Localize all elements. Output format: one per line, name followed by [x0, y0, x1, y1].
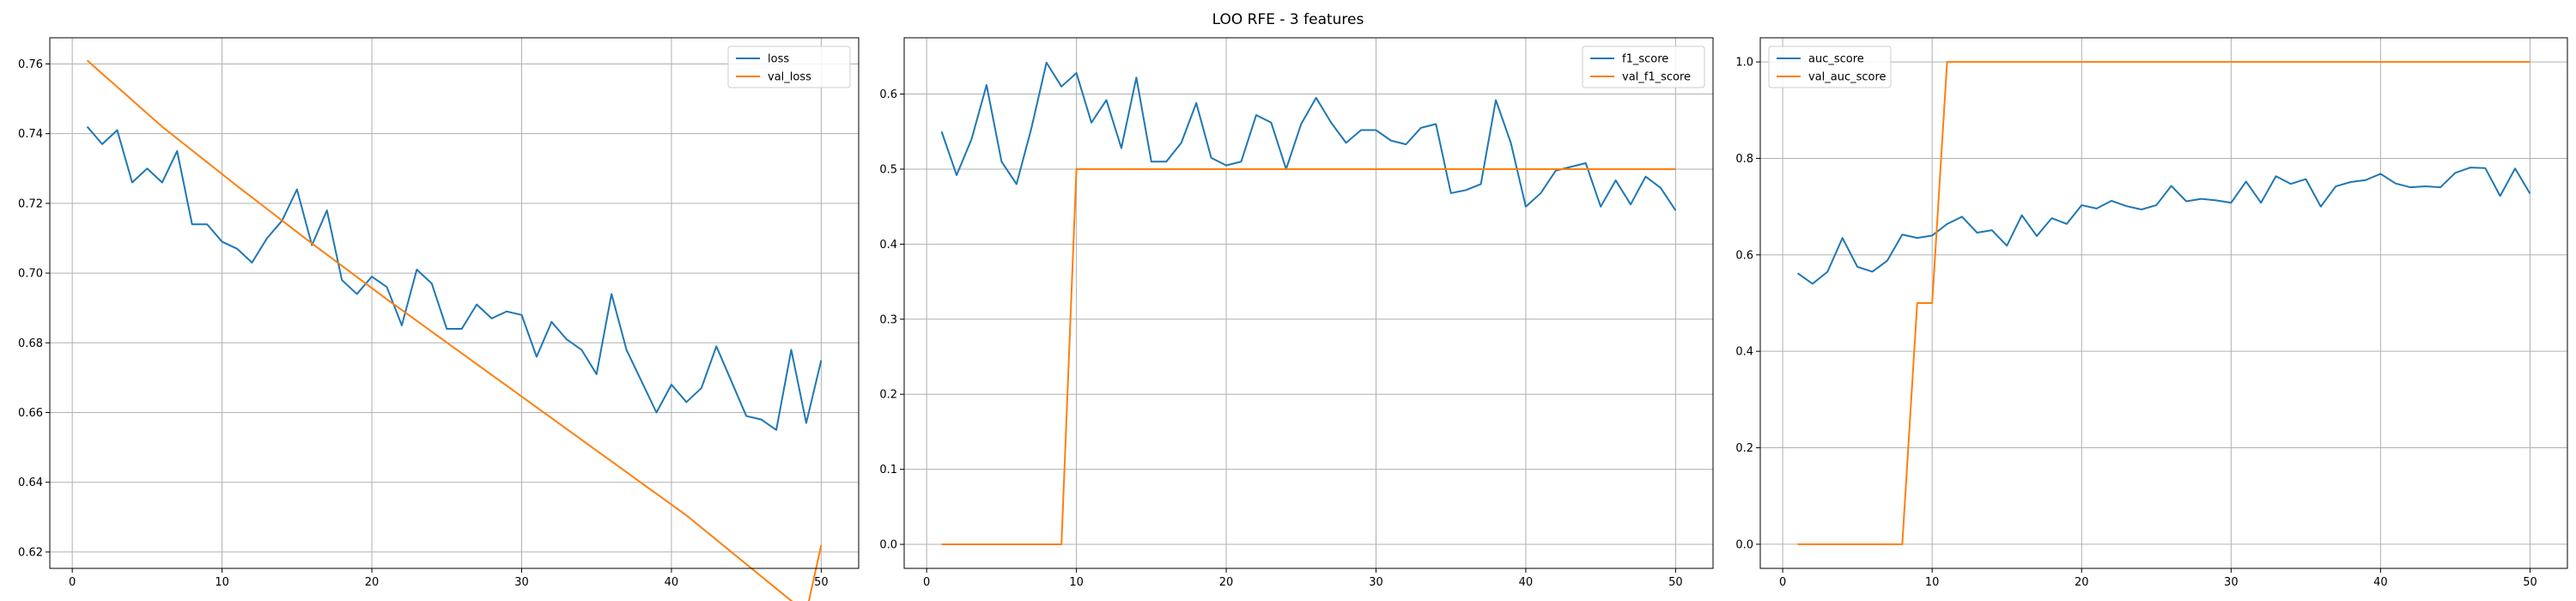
series-line-f1-score	[940, 61, 1677, 211]
x-tick-label: 50	[814, 576, 829, 589]
series-line-val-auc-score	[1797, 61, 2530, 545]
y-tick-label: 0.3	[879, 313, 897, 326]
series-line-auc-score	[1796, 167, 2531, 285]
x-tick-label: 50	[2523, 576, 2537, 589]
x-tick-label: 10	[215, 576, 229, 589]
y-tick-label: 0.4	[1735, 346, 1753, 359]
legend-label-f1-score: f1_score	[1622, 53, 1668, 66]
series-line-val-loss	[86, 59, 823, 601]
y-tick-label: 0.5	[879, 163, 897, 176]
x-tick-label: 40	[2373, 576, 2388, 589]
figure-title: LOO RFE - 3 features	[1212, 11, 1364, 28]
x-tick-label: 30	[2224, 576, 2239, 589]
x-tick-label: 30	[1369, 576, 1383, 589]
x-tick-label: 0	[1779, 576, 1786, 589]
y-tick-label: 0.6	[1735, 249, 1753, 262]
x-tick-label: 40	[1519, 576, 1534, 589]
x-tick-label: 0	[69, 576, 76, 589]
y-tick-label: 0.64	[18, 477, 43, 489]
plots-container: 0 10 20 30 40 50 0.62 0.64 0.66 0.68 0.70 0.72 0.74 0…	[18, 37, 2568, 601]
legend-label-val-f1-score: val_f1_score	[1622, 71, 1691, 84]
y-tick-label: 1.0	[1735, 57, 1753, 70]
legend-label-loss: loss	[768, 53, 789, 66]
x-tick-label: 30	[514, 576, 529, 589]
y-tick-label: 0.70	[18, 268, 43, 281]
series-line-val-f1-score	[941, 167, 1676, 546]
y-tick-label: 0.8	[1735, 153, 1753, 166]
y-tick-label: 0.72	[18, 197, 43, 210]
legend-label-val-loss: val_loss	[768, 71, 811, 84]
y-tick-label: 0.6	[879, 88, 897, 101]
y-tick-label: 0.2	[879, 389, 897, 402]
legend: loss val_loss	[727, 46, 851, 88]
x-tick-label: 0	[923, 576, 930, 589]
legend-label-val-auc-score: val_auc_score	[1808, 71, 1886, 84]
axes-frame	[1759, 37, 2568, 569]
x-tick-label: 20	[2075, 576, 2089, 589]
chart-panel-1: 0 10 20 30 40 50 0.62 0.64 0.66 0.68 0.70 0.72 0.74 0…	[18, 37, 860, 601]
y-tick-label: 0.0	[879, 539, 897, 552]
legend-label-auc-score: auc_score	[1808, 53, 1864, 66]
axes-frame	[903, 37, 1714, 569]
y-tick-label: 0.0	[1735, 538, 1753, 551]
chart-panel-2: 0 10 20 30 40 50 0.0 0.1 0.2 0.3 0.4 0.5 0.6 f1_score…	[879, 37, 1714, 589]
series-line-loss	[86, 125, 823, 431]
x-tick-label: 10	[1069, 576, 1084, 589]
y-tick-label: 0.68	[18, 337, 43, 350]
chart-panel-3: 0 10 20 30 40 50 0.0 0.2 0.4 0.6 0.8 1.0 auc_scoreva…	[1735, 37, 2568, 589]
y-tick-label: 0.76	[18, 58, 43, 71]
y-tick-label: 0.2	[1735, 442, 1753, 455]
y-tick-label: 0.62	[18, 546, 43, 559]
x-tick-label: 10	[1925, 576, 1940, 589]
y-tick-label: 0.74	[18, 128, 43, 141]
y-tick-label: 0.1	[879, 464, 897, 477]
y-tick-label: 0.4	[879, 239, 897, 252]
axes-frame	[49, 37, 860, 569]
x-tick-label: 20	[365, 576, 380, 589]
legend: auc_score val_auc_score	[1768, 46, 1892, 88]
y-tick-label: 0.66	[18, 407, 43, 420]
x-tick-label: 40	[665, 576, 679, 589]
x-tick-label: 50	[1668, 576, 1683, 589]
x-tick-label: 20	[1219, 576, 1234, 589]
legend: f1_score val_f1_score	[1582, 46, 1705, 88]
